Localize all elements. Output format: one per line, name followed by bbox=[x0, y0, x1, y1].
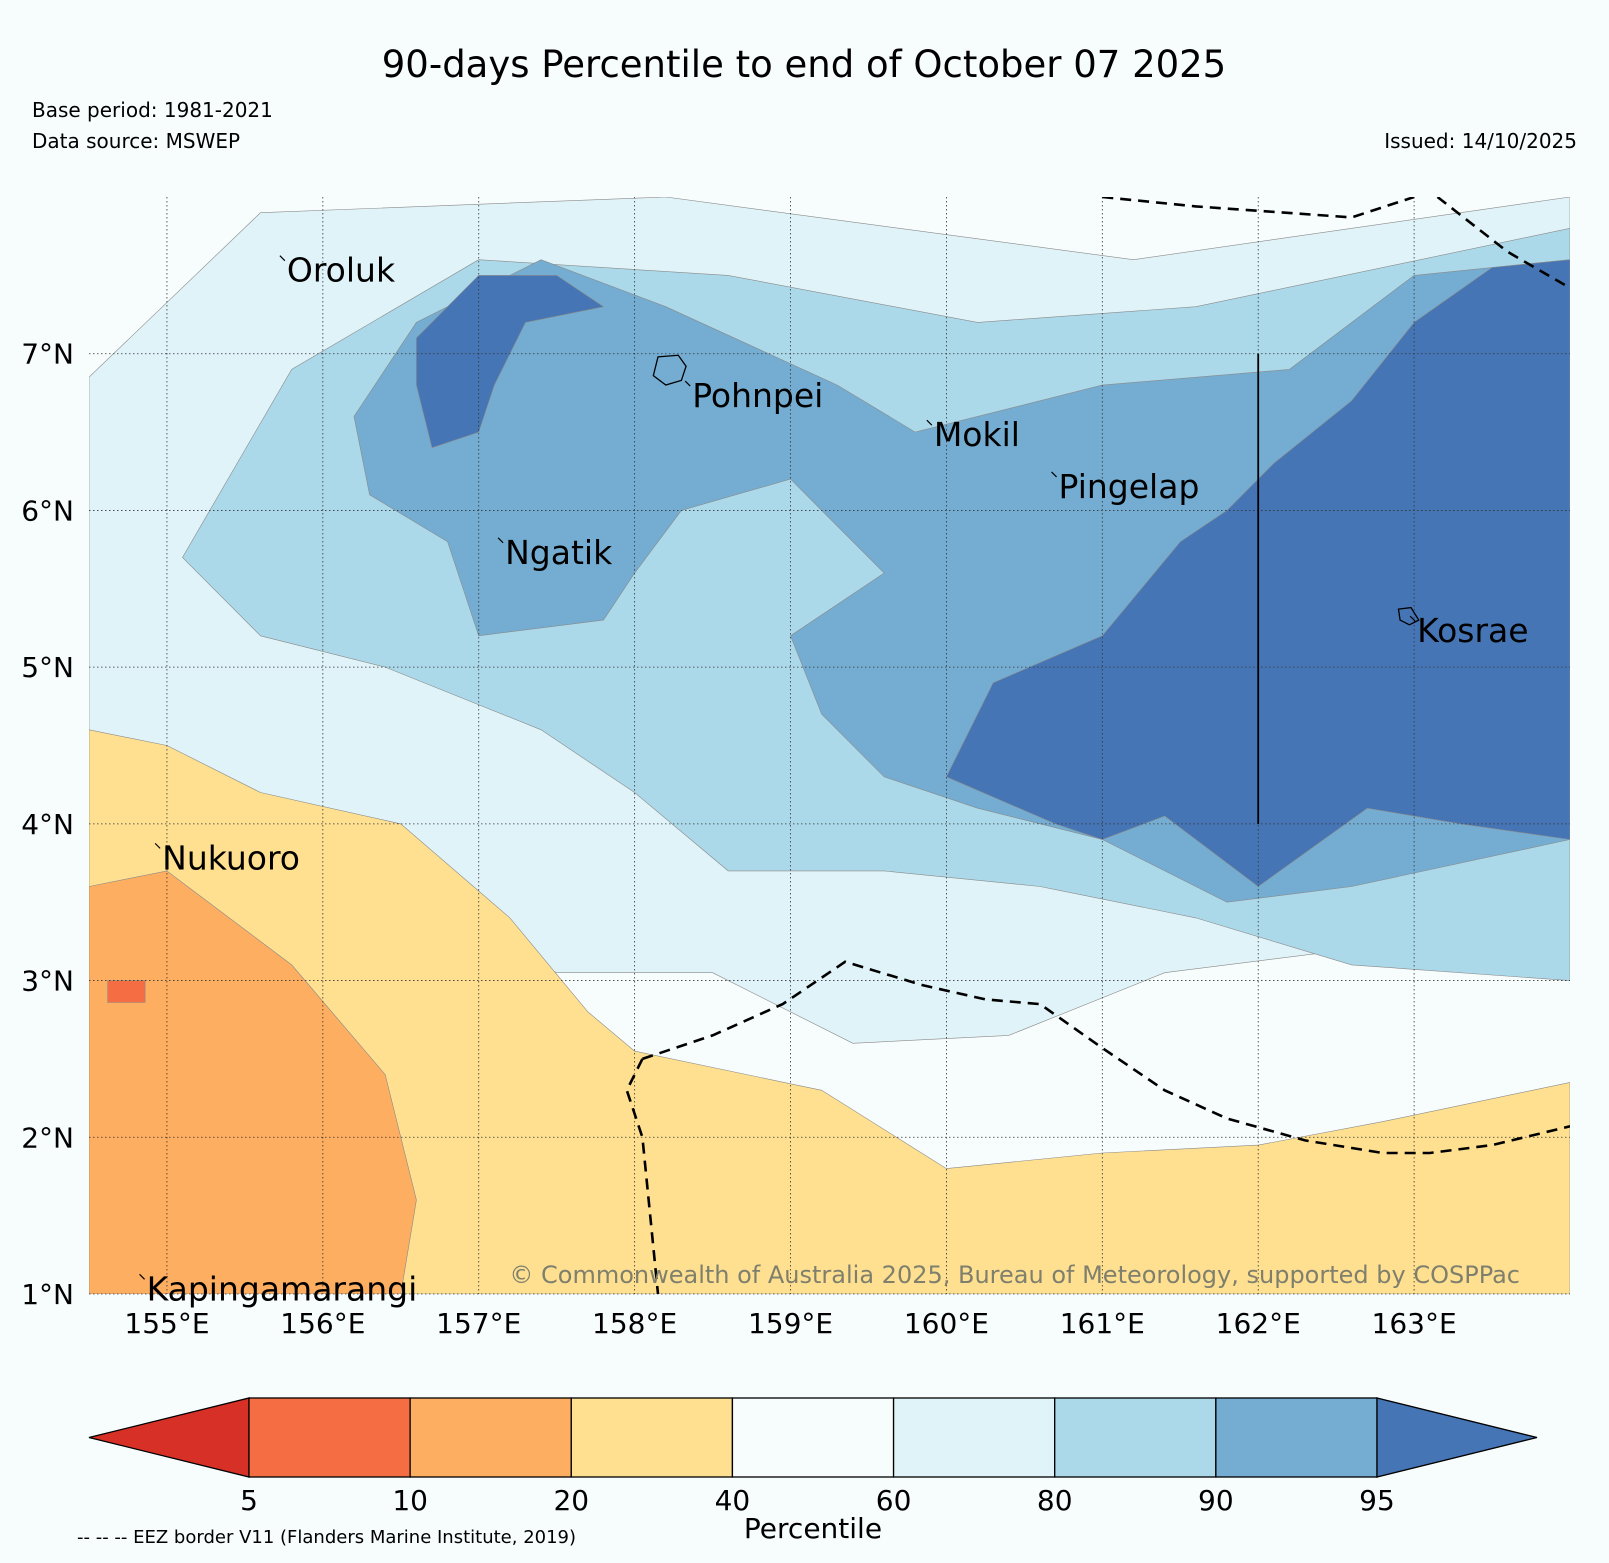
lat-tick-label: 2°N bbox=[21, 1121, 74, 1154]
island-marker bbox=[497, 537, 504, 544]
place-label: Kosrae bbox=[1417, 611, 1528, 650]
colorbar-segment bbox=[731, 1397, 895, 1478]
place-label: Oroluk bbox=[287, 251, 396, 290]
colorbar-tick-label: 90 bbox=[1198, 1484, 1234, 1517]
place-label: Kapingamarangi bbox=[147, 1269, 418, 1308]
island-marker bbox=[684, 380, 691, 387]
place-labels: Oroluk Pohnpei Mokil Pingelap Ngatik Kosrae Nu… bbox=[139, 251, 1529, 1308]
island-marker bbox=[1409, 615, 1416, 622]
lat-tick-label: 1°N bbox=[21, 1278, 74, 1311]
colorbar-segment bbox=[248, 1397, 411, 1478]
colorbar-tick-label: 10 bbox=[392, 1484, 428, 1517]
map-panel: Oroluk Pohnpei Mokil Pingelap Ngatik Kosrae Nu… bbox=[89, 197, 1570, 1308]
colorbar-segment bbox=[1054, 1397, 1217, 1478]
colorbar-segment bbox=[409, 1397, 572, 1478]
lon-tick-label: 155°E bbox=[124, 1307, 209, 1340]
island-marker bbox=[279, 255, 286, 262]
kosrae-island-outline bbox=[1397, 606, 1420, 626]
eez-border-line bbox=[1102, 197, 1415, 219]
eez-border-line bbox=[641, 960, 1570, 1155]
axis-ticks: 155°E 156°E 157°E 158°E 159°E 160°E 161°E 162°E… bbox=[21, 338, 1456, 1340]
lat-tick-label: 6°N bbox=[21, 494, 74, 527]
island-marker bbox=[926, 419, 933, 426]
base-period-text: Base period: 1981-2021 bbox=[32, 98, 273, 122]
lat-tick-label: 5°N bbox=[21, 651, 74, 684]
lon-tick-label: 160°E bbox=[904, 1307, 989, 1340]
lon-tick-label: 158°E bbox=[592, 1307, 677, 1340]
colorbar-tick-label: 80 bbox=[1037, 1484, 1073, 1517]
lat-tick-label: 3°N bbox=[21, 965, 74, 998]
lon-tick-label: 161°E bbox=[1060, 1307, 1145, 1340]
lat-tick-label: 7°N bbox=[21, 338, 74, 371]
colorbar-segment bbox=[1215, 1397, 1378, 1478]
island-marker bbox=[139, 1273, 145, 1280]
colorbar-extend-high bbox=[1376, 1397, 1538, 1478]
place-label: Nukuoro bbox=[162, 838, 300, 877]
percentile-region bbox=[107, 980, 146, 1003]
lon-tick-label: 159°E bbox=[748, 1307, 833, 1340]
place-label: Pingelap bbox=[1059, 467, 1200, 506]
lon-tick-label: 162°E bbox=[1216, 1307, 1301, 1340]
place-label: Pohnpei bbox=[692, 376, 823, 415]
lon-tick-label: 157°E bbox=[436, 1307, 521, 1340]
colorbar-extend-low bbox=[88, 1397, 250, 1478]
percentile-region bbox=[89, 729, 1570, 1294]
pohnpei-island-outline bbox=[652, 354, 687, 386]
colorbar: 5 10 20 40 60 80 90 95 bbox=[88, 1397, 1538, 1517]
colorbar-tick-label: 20 bbox=[553, 1484, 589, 1517]
lon-tick-label: 156°E bbox=[280, 1307, 365, 1340]
issued-date-text: Issued: 14/10/2025 bbox=[1384, 129, 1577, 153]
colorbar-tick-label: 5 bbox=[240, 1484, 258, 1517]
colorbar-segment bbox=[892, 1397, 1056, 1478]
colorbar-tick-label: 40 bbox=[715, 1484, 751, 1517]
eez-borders bbox=[625, 197, 1570, 1294]
eez-border-line bbox=[625, 1058, 660, 1294]
lat-tick-label: 4°N bbox=[21, 808, 74, 841]
colorbar-label: Percentile bbox=[744, 1512, 882, 1545]
place-label: Ngatik bbox=[505, 533, 613, 572]
percentile-region bbox=[89, 870, 417, 1294]
island-marker bbox=[154, 842, 161, 849]
colorbar-tick-label: 95 bbox=[1359, 1484, 1395, 1517]
data-source-text: Data source: MSWEP bbox=[32, 129, 240, 153]
lon-tick-label: 163°E bbox=[1372, 1307, 1457, 1340]
colorbar-segment bbox=[570, 1397, 734, 1478]
island-marker bbox=[1051, 471, 1057, 478]
place-label: Mokil bbox=[934, 415, 1020, 454]
eez-legend-note: -- -- -- EEZ border V11 (Flanders Marine… bbox=[77, 1527, 576, 1548]
percentile-regions bbox=[89, 197, 1570, 1294]
copyright-text: © Commonwealth of Australia 2025, Bureau… bbox=[509, 1261, 1520, 1289]
figure-title: 90-days Percentile to end of October 07 … bbox=[382, 43, 1226, 86]
colorbar-tick-label: 60 bbox=[876, 1484, 912, 1517]
